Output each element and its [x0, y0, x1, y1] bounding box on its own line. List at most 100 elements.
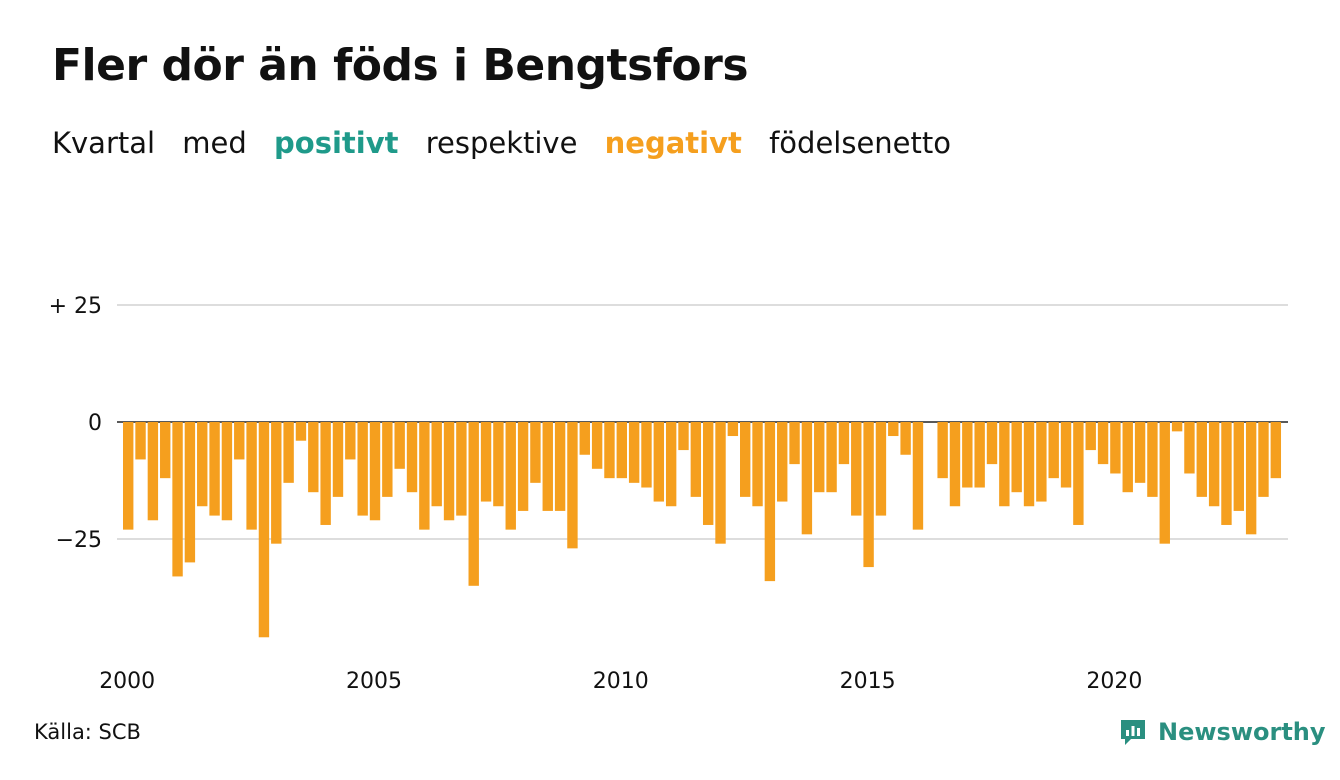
source-label: Källa: SCB [34, 720, 141, 744]
bar [740, 422, 751, 497]
bar [184, 422, 196, 563]
bar [1196, 422, 1207, 497]
bar [271, 422, 282, 544]
bar [493, 422, 504, 507]
newsworthy-logo-icon [1121, 720, 1145, 745]
bar [1258, 422, 1269, 497]
y-tick-label: −25 [56, 528, 102, 553]
bar [320, 422, 331, 525]
bar [801, 422, 813, 535]
bar [653, 422, 665, 502]
bar [616, 422, 627, 479]
bar [542, 422, 553, 511]
bar [1184, 422, 1195, 474]
bar [777, 422, 788, 502]
bar [1073, 422, 1084, 525]
bar [234, 422, 245, 460]
x-tick-label: 2010 [593, 669, 649, 694]
bar [591, 422, 603, 469]
bar [1097, 422, 1109, 465]
bar [628, 422, 640, 483]
bar [406, 422, 418, 493]
bar [357, 422, 368, 516]
y-tick-label: 0 [88, 411, 102, 436]
bar [369, 422, 381, 521]
bar [641, 422, 652, 488]
bar [1085, 422, 1096, 451]
bar [752, 422, 763, 507]
bar [1048, 422, 1059, 479]
bar [295, 422, 307, 441]
bar [1233, 422, 1244, 511]
bar [480, 422, 492, 502]
brand-logo: Newsworthy [1118, 714, 1326, 750]
x-tick-label: 2000 [99, 669, 155, 694]
subtitle-word: med [182, 126, 247, 160]
bar [579, 422, 590, 455]
bar [949, 422, 961, 507]
bar [974, 422, 985, 488]
bar [123, 422, 134, 530]
brand-name: Newsworthy [1158, 718, 1326, 746]
bar [826, 422, 837, 493]
chart-title: Fler dör än föds i Bengtsfors [52, 40, 749, 91]
bar [1023, 422, 1035, 507]
bar [665, 422, 677, 507]
bar [1208, 422, 1220, 507]
bar [505, 422, 516, 530]
bar [160, 422, 171, 479]
bar [838, 422, 850, 465]
bar [863, 422, 874, 568]
bar [1134, 422, 1146, 483]
bar [702, 422, 714, 525]
bar [900, 422, 911, 455]
y-tick-label: + 25 [49, 294, 102, 319]
bar [530, 422, 541, 483]
bar [1245, 422, 1257, 535]
bar [1110, 422, 1121, 474]
bar [789, 422, 800, 465]
bar [1270, 422, 1282, 479]
bar [554, 422, 566, 511]
bar [814, 422, 825, 493]
bar [690, 422, 702, 497]
bar [851, 422, 862, 516]
bar [443, 422, 455, 521]
x-tick-label: 2020 [1086, 669, 1142, 694]
bar [764, 422, 776, 582]
bar [1036, 422, 1047, 502]
subtitle-word: respektive [425, 126, 578, 160]
bar [246, 422, 257, 530]
bar [147, 422, 159, 521]
bar [431, 422, 442, 507]
bar [715, 422, 726, 544]
bar [172, 422, 183, 577]
bar [468, 422, 479, 586]
bar [332, 422, 344, 497]
bar [456, 422, 467, 516]
bar [382, 422, 393, 497]
bar [209, 422, 220, 516]
bar [678, 422, 689, 451]
x-tick-label: 2015 [840, 669, 896, 694]
bar [1171, 422, 1183, 432]
bar [912, 422, 924, 530]
subtitle-negative-label: negativt [604, 126, 742, 160]
bar [986, 422, 998, 465]
bar [567, 422, 578, 549]
bar [1122, 422, 1133, 493]
bar [345, 422, 356, 460]
subtitle-word: Kvartal [52, 126, 156, 160]
bar [937, 422, 948, 479]
bar [1221, 422, 1232, 525]
bar [888, 422, 899, 437]
bar [394, 422, 405, 469]
x-tick-label: 2005 [346, 669, 402, 694]
bar [962, 422, 973, 488]
subtitle-positive-label: positivt [274, 126, 399, 160]
bar [197, 422, 208, 507]
bar [1147, 422, 1158, 497]
bar [1011, 422, 1022, 493]
bar [1060, 422, 1072, 488]
